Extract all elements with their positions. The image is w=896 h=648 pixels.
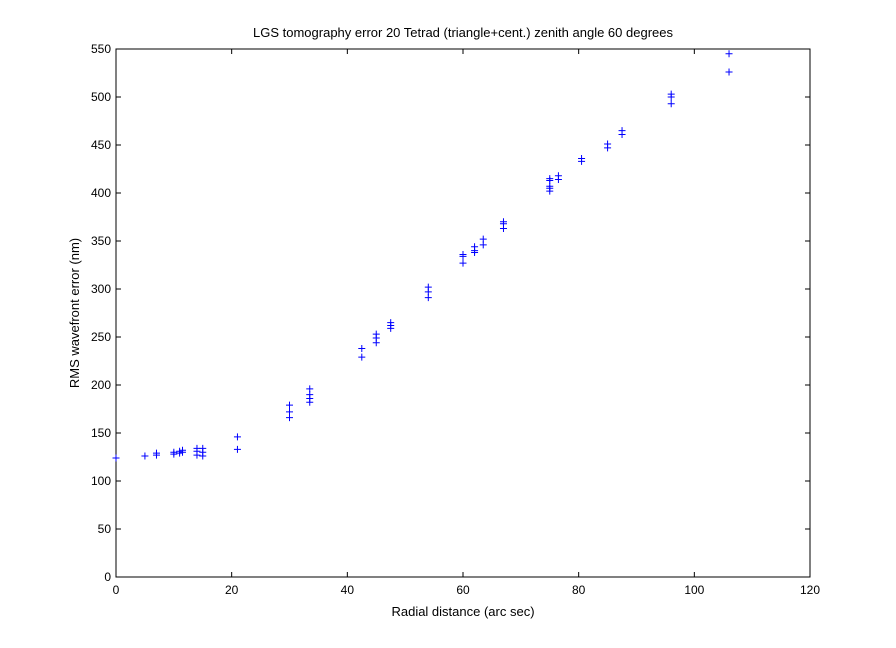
chart-title: LGS tomography error 20 Tetrad (triangle… <box>253 25 673 40</box>
data-points <box>112 50 733 462</box>
x-axis-ticks: 0 20 40 60 80 100 120 <box>113 49 820 597</box>
data-point <box>176 447 184 455</box>
y-tick-label: 250 <box>91 330 111 344</box>
data-point <box>459 250 467 258</box>
y-axis-ticks: 0 50 100 150 200 250 300 350 400 450 500 550 <box>91 42 810 584</box>
data-point <box>554 172 562 180</box>
y-tick-label: 100 <box>91 474 111 488</box>
data-point <box>112 454 120 462</box>
data-point <box>578 154 586 162</box>
data-point <box>667 100 675 108</box>
data-point <box>424 283 432 291</box>
data-point <box>479 235 487 243</box>
plot-area <box>115 48 811 578</box>
y-tick-label: 200 <box>91 378 111 392</box>
y-tick-label: 400 <box>91 186 111 200</box>
x-tick-label: 0 <box>113 583 120 597</box>
y-tick-label: 150 <box>91 426 111 440</box>
y-tick-label: 300 <box>91 282 111 296</box>
data-point <box>170 448 178 456</box>
x-tick-label: 40 <box>341 583 355 597</box>
data-point <box>459 259 467 267</box>
y-tick-label: 550 <box>91 42 111 56</box>
y-tick-label: 350 <box>91 234 111 248</box>
data-point <box>233 433 241 441</box>
y-tick-label: 450 <box>91 138 111 152</box>
data-point <box>546 175 554 183</box>
y-axis-title: RMS wavefront error (nm) <box>67 238 82 388</box>
y-tick-label: 500 <box>91 90 111 104</box>
x-tick-label: 120 <box>800 583 820 597</box>
data-point <box>141 452 149 460</box>
data-point <box>358 345 366 353</box>
x-tick-label: 100 <box>684 583 704 597</box>
data-point <box>471 243 479 251</box>
data-point <box>358 353 366 361</box>
data-point <box>604 140 612 148</box>
data-point <box>306 385 314 393</box>
data-point <box>286 408 293 416</box>
data-point <box>199 444 207 452</box>
data-point <box>618 127 626 135</box>
data-point <box>667 90 675 98</box>
data-point <box>152 449 160 457</box>
x-axis-title: Radial distance (arc sec) <box>391 604 534 619</box>
x-tick-label: 60 <box>456 583 470 597</box>
data-point <box>499 218 507 226</box>
y-tick-label: 0 <box>104 570 111 584</box>
data-point <box>372 330 380 338</box>
data-point <box>233 445 241 453</box>
data-point <box>387 319 395 327</box>
data-point <box>286 401 293 409</box>
data-point <box>725 50 733 58</box>
data-point <box>179 446 187 454</box>
x-tick-label: 80 <box>572 583 586 597</box>
y-tick-label: 50 <box>98 522 112 536</box>
data-point <box>725 68 733 76</box>
x-tick-label: 20 <box>225 583 239 597</box>
